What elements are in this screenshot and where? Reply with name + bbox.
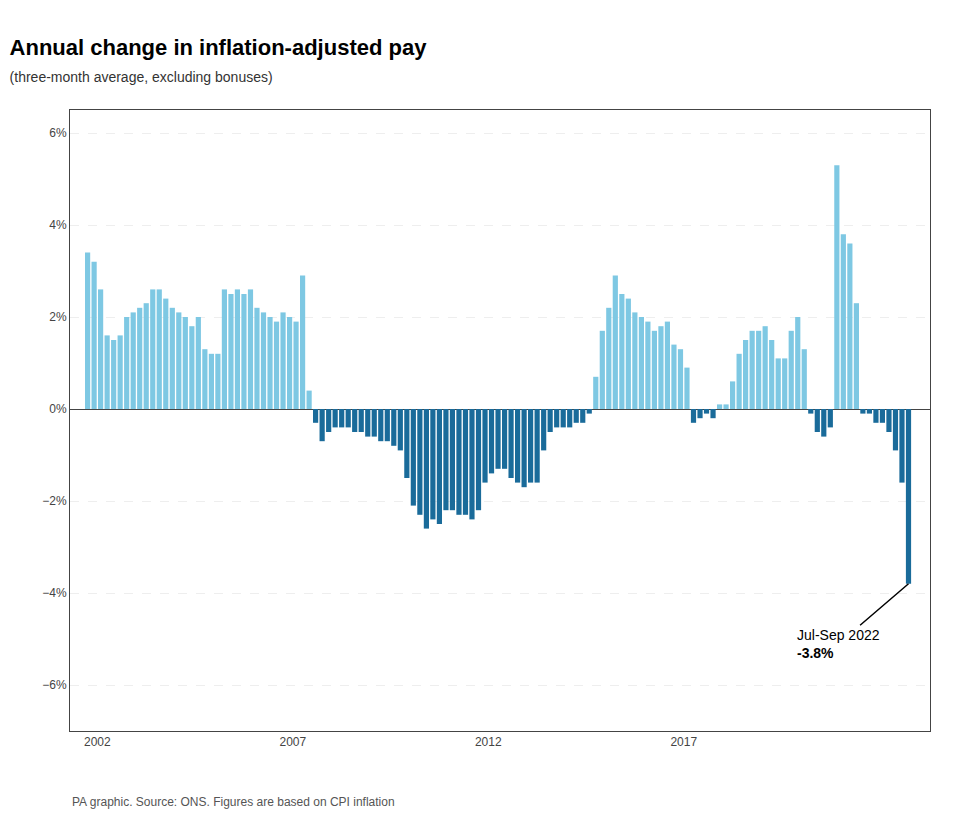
svg-text:−4%: −4% (42, 586, 67, 600)
svg-text:−6%: −6% (42, 678, 67, 692)
svg-text:0%: 0% (49, 402, 67, 416)
svg-text:2017: 2017 (670, 735, 697, 749)
svg-text:(three-month average, excludin: (three-month average, excluding bonuses) (10, 69, 273, 85)
svg-text:PA graphic. Source: ONS. Figur: PA graphic. Source: ONS. Figures are bas… (72, 795, 395, 809)
svg-text:6%: 6% (49, 126, 67, 140)
svg-text:Annual change in inflation-adj: Annual change in inflation-adjusted pay (10, 35, 428, 60)
svg-text:4%: 4% (49, 218, 67, 232)
svg-text:2012: 2012 (475, 735, 502, 749)
svg-text:2%: 2% (49, 310, 67, 324)
svg-text:2007: 2007 (279, 735, 306, 749)
svg-text:2002: 2002 (84, 735, 111, 749)
svg-text:Jul-Sep 2022-3.8%: Jul-Sep 2022-3.8% (797, 627, 880, 661)
svg-text:−2%: −2% (42, 494, 67, 508)
